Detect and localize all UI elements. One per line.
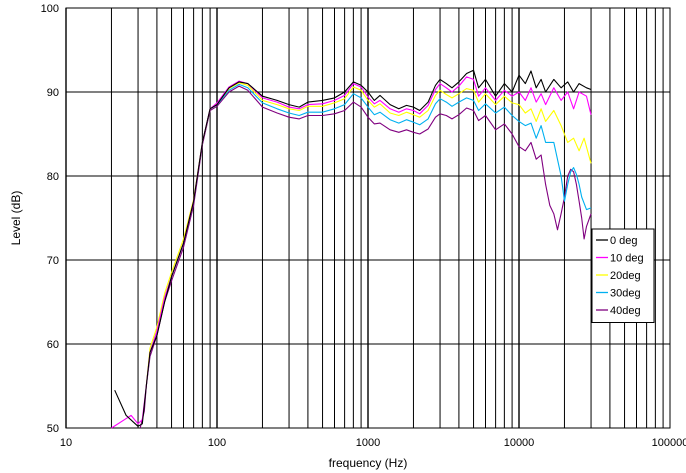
legend: 0 deg 10 deg 20deg 30deg 40deg [591,228,655,323]
legend-label: 10 deg [610,253,644,265]
y-tick-label: 100 [41,3,59,15]
legend-label: 40deg [610,305,641,317]
x-tick-label: 1000 [356,437,380,449]
y-tick-label: 50 [47,423,59,435]
x-tick-label: 100000 [652,437,686,449]
y-tick-labels: 50 60 70 80 90 100 [41,3,59,435]
y-axis-label: Level (dB) [9,191,23,246]
series-layer [111,69,592,429]
x-tick-label: 100 [208,437,226,449]
y-tick-label: 70 [47,255,59,267]
series-line-30deg [145,83,592,387]
y-tick-label: 80 [47,171,59,183]
x-tick-labels: 10 100 1000 10000 100000 [60,437,686,449]
plot-frame [65,7,671,429]
legend-box [591,228,655,323]
x-axis-label: frequency (Hz) [329,456,408,470]
series-line-40deg [139,85,592,429]
y-tick-label: 90 [47,87,59,99]
legend-label: 0 deg [610,235,638,247]
series-line-0-deg [114,69,592,427]
legend-label: 20deg [610,270,641,282]
x-tick-label: 10000 [504,437,535,449]
x-tick-label: 10 [60,437,72,449]
legend-label: 30deg [610,288,641,300]
grid [65,7,670,429]
y-tick-label: 60 [47,339,59,351]
